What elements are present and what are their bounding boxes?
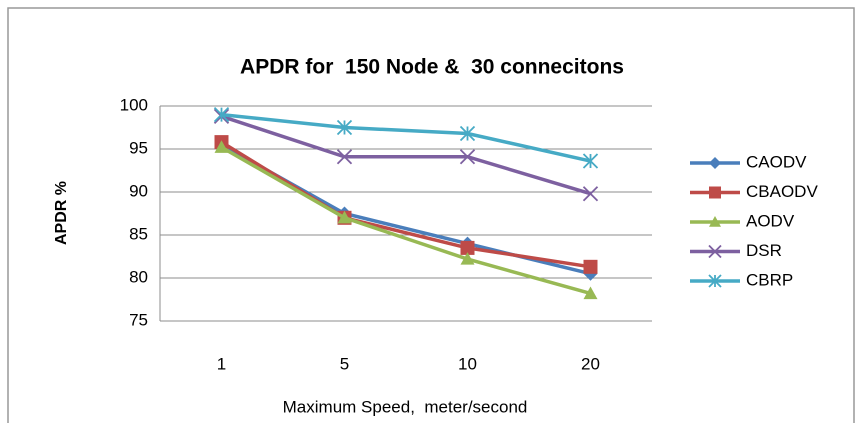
legend-marker — [709, 216, 721, 227]
legend-label: CAODV — [746, 152, 807, 171]
marker — [213, 106, 230, 123]
legend-marker — [709, 157, 721, 169]
legend-label: CBRP — [746, 270, 793, 289]
legend-label: AODV — [746, 211, 795, 230]
marker — [336, 119, 353, 136]
series-line — [220, 114, 592, 196]
y-axis-title: APDR % — [53, 181, 70, 245]
legend-marker — [708, 244, 722, 259]
marker — [460, 252, 475, 265]
marker — [583, 286, 598, 300]
legend-marker — [709, 186, 721, 199]
x-tick-label: 10 — [458, 354, 477, 373]
series-line — [220, 145, 591, 296]
marker — [336, 149, 353, 165]
y-tick-label: 75 — [129, 310, 148, 329]
y-tick-label: 85 — [129, 224, 148, 243]
legend-label: CBAODV — [746, 182, 818, 201]
chart-border — [7, 7, 855, 423]
series-line — [220, 140, 591, 269]
series-line — [221, 112, 591, 163]
x-tick-label: 1 — [217, 354, 226, 373]
marker — [214, 140, 229, 153]
marker — [582, 153, 599, 169]
x-axis-title: Maximum Speed, meter/second — [283, 397, 528, 416]
marker — [583, 259, 598, 274]
y-tick-label: 90 — [129, 181, 148, 200]
legend-marker — [708, 274, 722, 288]
y-tick-label: 80 — [129, 267, 148, 286]
y-tick-label: 95 — [129, 138, 148, 157]
marker — [459, 125, 476, 142]
marker — [582, 186, 599, 202]
y-tick-label: 100 — [120, 95, 148, 114]
x-tick-label: 5 — [340, 354, 349, 373]
marker — [459, 149, 476, 165]
marker — [460, 240, 475, 255]
chart-title: APDR for 150 Node & 30 connecitons — [240, 56, 624, 79]
marker — [337, 210, 352, 224]
x-tick-label: 20 — [581, 354, 600, 373]
legend-label: DSR — [746, 241, 782, 260]
